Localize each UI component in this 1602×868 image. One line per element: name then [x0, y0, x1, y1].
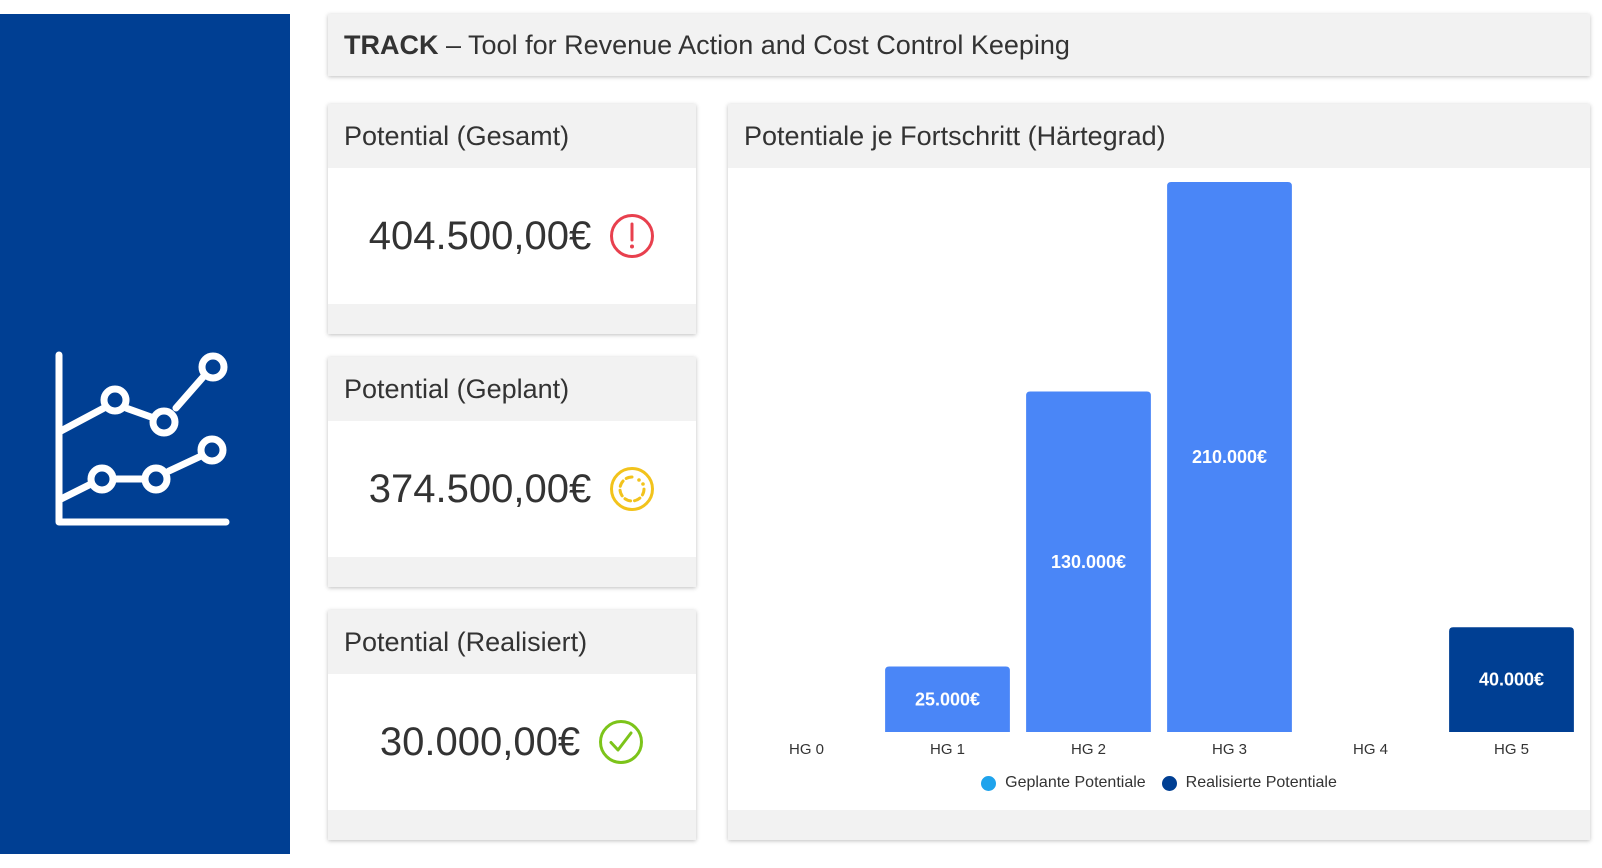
line-chart-icon: [55, 351, 230, 526]
kpi-value-gesamt: 404.500,00€: [368, 213, 592, 258]
x-tick-label-hg-2: HG 2: [1071, 741, 1106, 758]
x-tick-label-hg-4: HG 4: [1353, 741, 1388, 758]
chart-title: Potentiale je Fortschritt (Härtegrad): [744, 121, 1166, 151]
x-tick-label-hg-3: HG 3: [1212, 741, 1247, 758]
x-tick-label-hg-5: HG 5: [1494, 741, 1529, 758]
alert-circle-icon: [610, 214, 655, 258]
bar-hg-3-geplant: [1167, 182, 1292, 732]
legend-dot-icon: [1161, 775, 1177, 791]
chart-card: Potentiale je Fortschritt (Härtegrad) HG…: [728, 104, 1590, 840]
app-title: TRACK – Tool for Revenue Action and Cost…: [344, 14, 1070, 76]
x-tick-label-hg-1: HG 1: [930, 741, 965, 758]
data-label-hg-3: 210.000€: [1192, 447, 1267, 467]
app-title-rest: – Tool for Revenue Action and Cost Contr…: [438, 30, 1070, 60]
app-header: TRACK – Tool for Revenue Action and Cost…: [328, 14, 1590, 76]
legend-item-geplant[interactable]: Geplante Potentiale: [981, 774, 1146, 792]
kpi-body-gesamt: 404.500,00€: [328, 168, 696, 304]
bar-chart: HG 0 25.000€ HG 1 130.000€ HG 2 210.000€ HG 3 H…: [789, 182, 1574, 758]
x-tick-label-hg-0: HG 0: [789, 741, 824, 758]
check-circle-icon: [599, 720, 644, 764]
legend-dot-icon: [981, 775, 997, 791]
kpi-card-geplant: Potential (Geplant) 374.500,00€: [328, 357, 696, 587]
bar-hg-2-geplant: [1026, 391, 1151, 732]
data-label-hg-2: 130.000€: [1051, 552, 1126, 572]
app-title-bold: TRACK: [344, 30, 439, 60]
sidebar: [0, 14, 290, 854]
data-label-hg-5: 40.000€: [1479, 670, 1544, 690]
progress-circle-icon: [610, 467, 655, 511]
bar-hg-5-realisiert: [1449, 627, 1574, 732]
kpi-title-geplant: Potential (Geplant): [344, 374, 570, 404]
kpi-card-realisiert: Potential (Realisiert) 30.000,00€: [328, 610, 696, 840]
kpi-value-geplant: 374.500,00€: [368, 466, 592, 511]
kpi-body-geplant: 374.500,00€: [328, 421, 696, 557]
chart-legend: Geplante Potentiale Realisierte Potential…: [728, 774, 1590, 792]
kpi-title-gesamt: Potential (Gesamt): [344, 121, 570, 151]
chart-body: HG 0 25.000€ HG 1 130.000€ HG 2 210.000€ HG 3 H…: [728, 168, 1590, 810]
legend-label: Realisierte Potentiale: [1185, 774, 1337, 791]
legend-label: Geplante Potentiale: [1005, 774, 1146, 791]
bar-hg-1-geplant: [885, 666, 1010, 732]
data-label-hg-1: 25.000€: [915, 689, 980, 709]
kpi-card-gesamt: Potential (Gesamt) 404.500,00€: [328, 104, 696, 334]
kpi-body-realisiert: 30.000,00€: [328, 674, 696, 810]
legend-item-realisiert[interactable]: Realisierte Potentiale: [1161, 774, 1337, 792]
kpi-title-realisiert: Potential (Realisiert): [344, 627, 588, 657]
kpi-value-realisiert: 30.000,00€: [379, 719, 581, 764]
